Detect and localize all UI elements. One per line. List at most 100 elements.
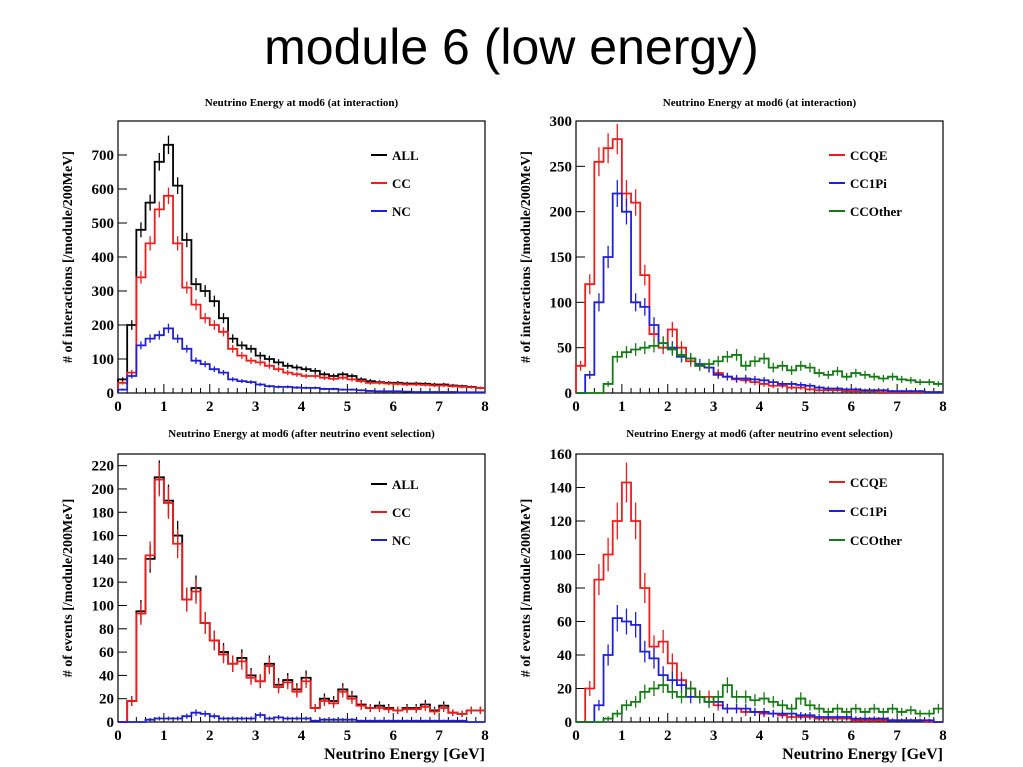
y-axis-label: # of interactions [/module/200MeV]	[61, 151, 76, 363]
x-tick-label: 4	[298, 728, 306, 744]
y-tick-label: 400	[92, 250, 115, 266]
legend-label-ccother: CCOther	[850, 204, 902, 219]
y-tick-label: 100	[92, 352, 115, 368]
x-tick-label: 5	[344, 728, 352, 744]
x-tick-label: 0	[114, 399, 122, 415]
legend-label-nc: NC	[392, 533, 411, 548]
legend-label-ccqe: CCQE	[850, 148, 888, 163]
y-tick-label: 140	[92, 552, 115, 568]
legend-label-cc1pi: CC1Pi	[850, 504, 887, 519]
y-tick-label: 120	[550, 514, 573, 530]
x-axis-label: Neutrino Energy [GeV]	[782, 746, 943, 763]
y-tick-label: 140	[550, 481, 573, 497]
x-axis-label: Neutrino Energy [GeV]	[324, 746, 485, 763]
y-tick-label: 180	[92, 505, 115, 521]
y-tick-label: 0	[107, 715, 115, 731]
y-tick-label: 80	[557, 581, 572, 597]
histogram-nc	[117, 327, 485, 394]
y-tick-label: 220	[92, 459, 115, 475]
y-tick-label: 0	[107, 386, 115, 402]
x-tick-label: 1	[160, 728, 168, 744]
histogram-cc1pi	[576, 192, 943, 394]
y-tick-label: 300	[550, 114, 573, 130]
y-tick-label: 20	[99, 692, 114, 708]
x-tick-label: 4	[298, 399, 306, 415]
x-tick-label: 7	[893, 399, 901, 415]
y-axis-label: # of interactions [/module/200MeV]	[519, 151, 534, 363]
histogram-ccqe	[576, 481, 943, 723]
y-tick-label: 300	[92, 284, 115, 300]
y-tick-label: 100	[550, 548, 573, 564]
x-tick-label: 6	[848, 399, 856, 415]
x-tick-label: 3	[710, 728, 718, 744]
x-tick-label: 5	[802, 399, 810, 415]
x-tick-label: 2	[664, 399, 672, 415]
y-tick-label: 200	[550, 205, 573, 221]
y-tick-label: 40	[99, 668, 114, 684]
x-tick-label: 5	[344, 399, 352, 415]
y-tick-label: 700	[92, 148, 115, 164]
x-tick-label: 6	[390, 728, 398, 744]
x-tick-label: 1	[618, 728, 626, 744]
x-tick-label: 1	[160, 399, 168, 415]
x-tick-label: 2	[664, 728, 672, 744]
x-tick-label: 8	[481, 399, 489, 415]
y-tick-label: 120	[92, 575, 115, 591]
slide-title: module 6 (low energy)	[264, 19, 759, 75]
y-tick-label: 250	[550, 159, 573, 175]
x-tick-label: 7	[435, 399, 443, 415]
histogram-cc	[118, 478, 485, 723]
y-tick-label: 40	[557, 648, 572, 664]
y-tick-label: 80	[99, 622, 114, 638]
y-tick-label: 150	[550, 250, 573, 266]
y-tick-label: 50	[557, 341, 572, 357]
y-tick-label: 60	[557, 615, 572, 631]
x-tick-label: 1	[618, 399, 626, 415]
y-tick-label: 500	[92, 216, 115, 232]
chart-title: Neutrino Energy at mod6 (at interaction)	[663, 97, 857, 109]
chart-title: Neutrino Energy at mod6 (after neutrino …	[626, 428, 893, 440]
x-tick-label: 0	[572, 399, 580, 415]
y-tick-label: 200	[92, 482, 115, 498]
legend-label-cc: CC	[392, 505, 411, 520]
x-tick-label: 8	[939, 728, 947, 744]
histogram-cc	[117, 194, 485, 393]
y-tick-label: 20	[557, 682, 572, 698]
y-tick-label: 0	[565, 386, 573, 402]
histogram-cc1pi	[576, 617, 943, 723]
y-tick-label: 60	[99, 645, 114, 661]
histogram-ccother	[576, 342, 943, 394]
histogram-all	[117, 143, 485, 393]
legend-label-cc: CC	[392, 176, 411, 191]
chart-title: Neutrino Energy at mod6 (after neutrino …	[168, 428, 435, 440]
legend-label-all: ALL	[392, 477, 419, 492]
x-tick-label: 3	[252, 728, 260, 744]
x-tick-label: 7	[893, 728, 901, 744]
y-axis-label: # of events [/module/200MeV]	[61, 499, 76, 677]
x-tick-label: 0	[114, 728, 122, 744]
y-tick-label: 200	[92, 318, 115, 334]
x-tick-label: 6	[390, 399, 398, 415]
y-tick-label: 100	[550, 295, 573, 311]
x-tick-label: 6	[848, 728, 856, 744]
x-tick-label: 8	[481, 728, 489, 744]
chart-title: Neutrino Energy at mod6 (at interaction)	[205, 97, 399, 109]
legend-label-ccqe: CCQE	[850, 475, 888, 490]
x-tick-label: 2	[206, 399, 214, 415]
x-tick-label: 2	[206, 728, 214, 744]
legend-label-ccother: CCOther	[850, 533, 902, 548]
legend-label-cc1pi: CC1Pi	[850, 176, 887, 191]
legend-label-all: ALL	[392, 148, 419, 163]
x-tick-label: 3	[252, 399, 260, 415]
x-tick-label: 3	[710, 399, 718, 415]
y-tick-label: 600	[92, 182, 115, 198]
x-tick-label: 0	[572, 728, 580, 744]
x-tick-label: 5	[802, 728, 810, 744]
x-tick-label: 8	[939, 399, 947, 415]
y-tick-label: 160	[550, 447, 573, 463]
x-tick-label: 4	[756, 399, 764, 415]
y-tick-label: 100	[92, 598, 115, 614]
y-tick-label: 160	[92, 529, 115, 545]
legend-label-nc: NC	[392, 204, 411, 219]
